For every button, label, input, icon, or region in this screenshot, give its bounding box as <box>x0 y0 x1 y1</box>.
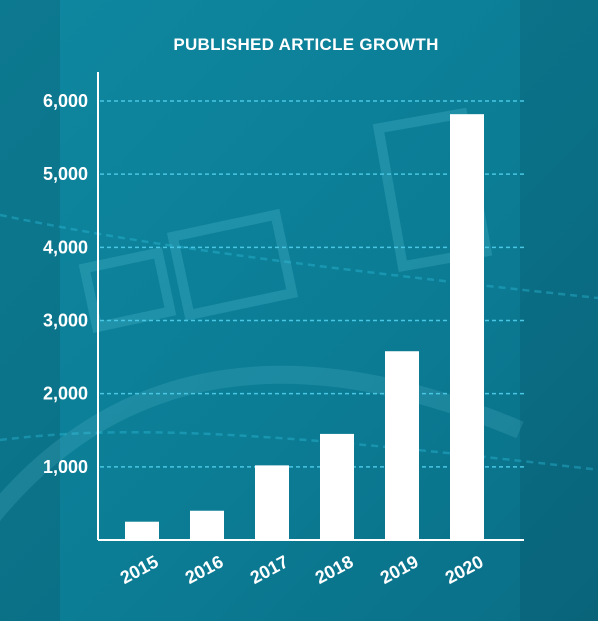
bar-2017 <box>255 465 289 540</box>
x-tick-label: 2018 <box>312 551 357 587</box>
chart-title: PUBLISHED ARTICLE GROWTH <box>173 35 438 54</box>
y-tick-label: 5,000 <box>43 164 88 184</box>
x-tick-label: 2019 <box>377 551 422 587</box>
bar-2019 <box>385 351 419 540</box>
bar-2020 <box>450 114 484 541</box>
x-tick-label: 2015 <box>117 551 162 587</box>
y-tick-label: 6,000 <box>43 91 88 111</box>
bar-2016 <box>190 510 224 540</box>
gridlines <box>100 100 524 468</box>
x-tick-label: 2017 <box>247 551 292 587</box>
y-axis-tick-labels: 1,000 2,000 3,000 4,000 5,000 6,000 <box>43 91 88 477</box>
x-tick-label: 2020 <box>442 551 487 587</box>
x-axis-tick-labels: 2015 2016 2017 2018 2019 2020 <box>117 551 487 587</box>
bars <box>125 114 484 541</box>
bar-2018 <box>320 433 354 540</box>
bar-2015 <box>125 521 159 540</box>
y-tick-label: 3,000 <box>43 311 88 331</box>
x-tick-label: 2016 <box>182 551 227 587</box>
y-tick-label: 2,000 <box>43 384 88 404</box>
y-tick-label: 1,000 <box>43 457 88 477</box>
y-tick-label: 4,000 <box>43 237 88 257</box>
